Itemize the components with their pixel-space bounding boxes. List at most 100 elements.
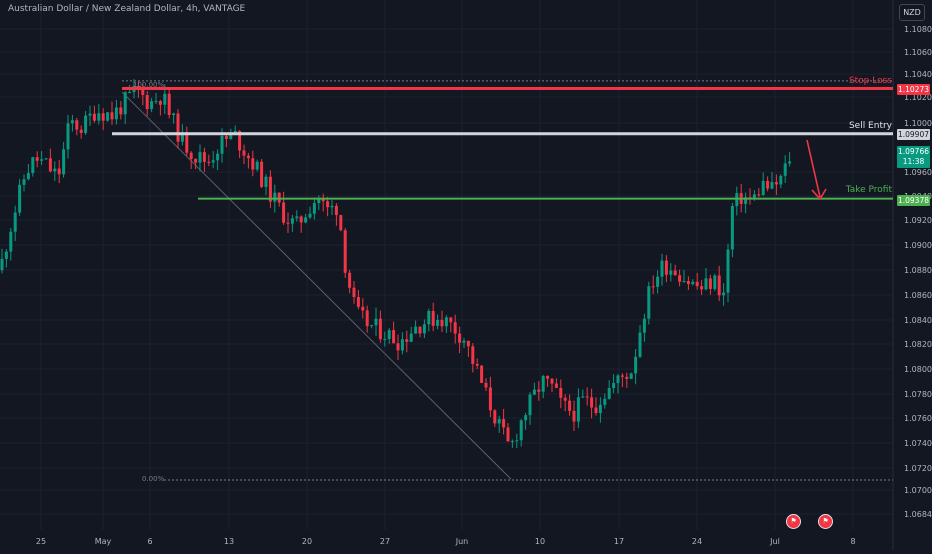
candle-body xyxy=(198,152,202,163)
candle-body xyxy=(607,387,611,399)
candle-body xyxy=(158,101,162,105)
candle-body xyxy=(502,419,506,428)
candle-body xyxy=(189,152,193,159)
candle-body xyxy=(295,216,299,219)
y-tick-label: 1.07000 xyxy=(904,486,932,495)
candle-body xyxy=(700,286,704,290)
last-price-tag: 1.09766 11:38 xyxy=(897,146,930,168)
fib-trend-line xyxy=(121,91,512,480)
x-tick-label: 20 xyxy=(302,537,312,546)
candle-body xyxy=(656,276,660,287)
candle-body xyxy=(405,339,409,342)
candle-body xyxy=(308,213,312,218)
y-tick-label: 1.10600 xyxy=(904,48,932,57)
candle-body xyxy=(264,176,268,187)
candle-body xyxy=(400,339,404,351)
currency-badge[interactable]: NZD xyxy=(899,4,925,21)
candle-body xyxy=(603,398,607,405)
candle-body xyxy=(537,389,541,392)
stop-loss-label: Stop Loss xyxy=(848,76,892,86)
candle-body xyxy=(634,356,638,374)
candle-body xyxy=(691,281,695,285)
candle-body xyxy=(246,155,250,159)
candle-body xyxy=(299,216,303,223)
y-tick-label: 1.07400 xyxy=(904,439,932,448)
candle-body xyxy=(22,179,26,185)
candle-body xyxy=(669,270,673,275)
candle-body xyxy=(180,132,184,142)
candle-body xyxy=(713,275,717,289)
candle-body xyxy=(202,152,206,162)
candle-body xyxy=(708,278,712,289)
x-tick-label: 13 xyxy=(224,537,234,546)
candle-body xyxy=(44,158,48,160)
y-tick-label: 1.06840 xyxy=(904,510,932,519)
candle-body xyxy=(304,217,308,223)
candle-body xyxy=(330,205,334,208)
y-tick-label: 1.08800 xyxy=(904,266,932,275)
candle-body xyxy=(233,130,237,133)
candle-body xyxy=(31,157,35,174)
candle-body xyxy=(686,280,690,285)
candle-body xyxy=(48,158,52,172)
y-tick-label: 1.07600 xyxy=(904,414,932,423)
candle-body xyxy=(97,113,101,121)
candle-body xyxy=(493,410,497,424)
candle-body xyxy=(238,130,242,151)
economic-event-icon[interactable]: ⚑ xyxy=(786,514,801,529)
candle-body xyxy=(0,258,4,271)
candle-body xyxy=(106,112,110,121)
candle-body xyxy=(431,310,435,326)
candle-body xyxy=(92,113,96,121)
take-profit-label: Take Profit xyxy=(845,185,892,195)
candle-body xyxy=(207,161,211,163)
candle-body xyxy=(114,107,118,120)
candle-body xyxy=(484,382,488,388)
candle-body xyxy=(374,318,378,326)
x-tick-label: 10 xyxy=(535,537,545,546)
candle-body xyxy=(436,319,440,326)
candle-body xyxy=(664,260,668,275)
candle-body xyxy=(84,115,88,134)
candle-body xyxy=(475,363,479,366)
y-tick-label: 1.10800 xyxy=(904,25,932,34)
candle-body xyxy=(290,218,294,224)
candle-body xyxy=(612,383,616,388)
candle-body xyxy=(766,180,770,189)
candle-body xyxy=(216,153,220,161)
candle-body xyxy=(554,383,558,388)
candle-body xyxy=(647,286,651,319)
candle-body xyxy=(594,407,598,414)
candle-body xyxy=(770,182,774,189)
candle-body xyxy=(365,310,369,327)
candle-body xyxy=(378,318,382,340)
economic-event-icon[interactable]: ⚑ xyxy=(818,514,833,529)
candle-body xyxy=(356,297,360,307)
sell-entry-price-tag: 1.09907 xyxy=(897,129,930,140)
candle-body xyxy=(18,184,22,213)
candle-body xyxy=(176,113,180,142)
candle-body xyxy=(572,410,576,422)
candle-body xyxy=(568,400,572,411)
sell-entry-line xyxy=(112,132,893,136)
candle-body xyxy=(704,278,708,290)
candle-body xyxy=(40,159,44,161)
candle-body xyxy=(326,201,330,208)
fib-top-label: 100.00% xyxy=(133,81,165,89)
candle-body xyxy=(440,319,444,327)
forecast-arrow xyxy=(806,139,821,198)
y-tick-label: 1.09600 xyxy=(904,168,932,177)
candle-body xyxy=(620,375,624,377)
candle-body xyxy=(515,440,519,442)
candle-body xyxy=(761,180,765,195)
candle-body xyxy=(62,149,66,175)
candle-body xyxy=(757,194,761,196)
candle-body xyxy=(788,161,792,164)
candle-body xyxy=(466,340,470,347)
candle-body xyxy=(427,310,431,325)
candle-body xyxy=(559,387,563,398)
candle-body xyxy=(497,419,501,424)
y-tick-label: 1.10000 xyxy=(904,119,932,128)
